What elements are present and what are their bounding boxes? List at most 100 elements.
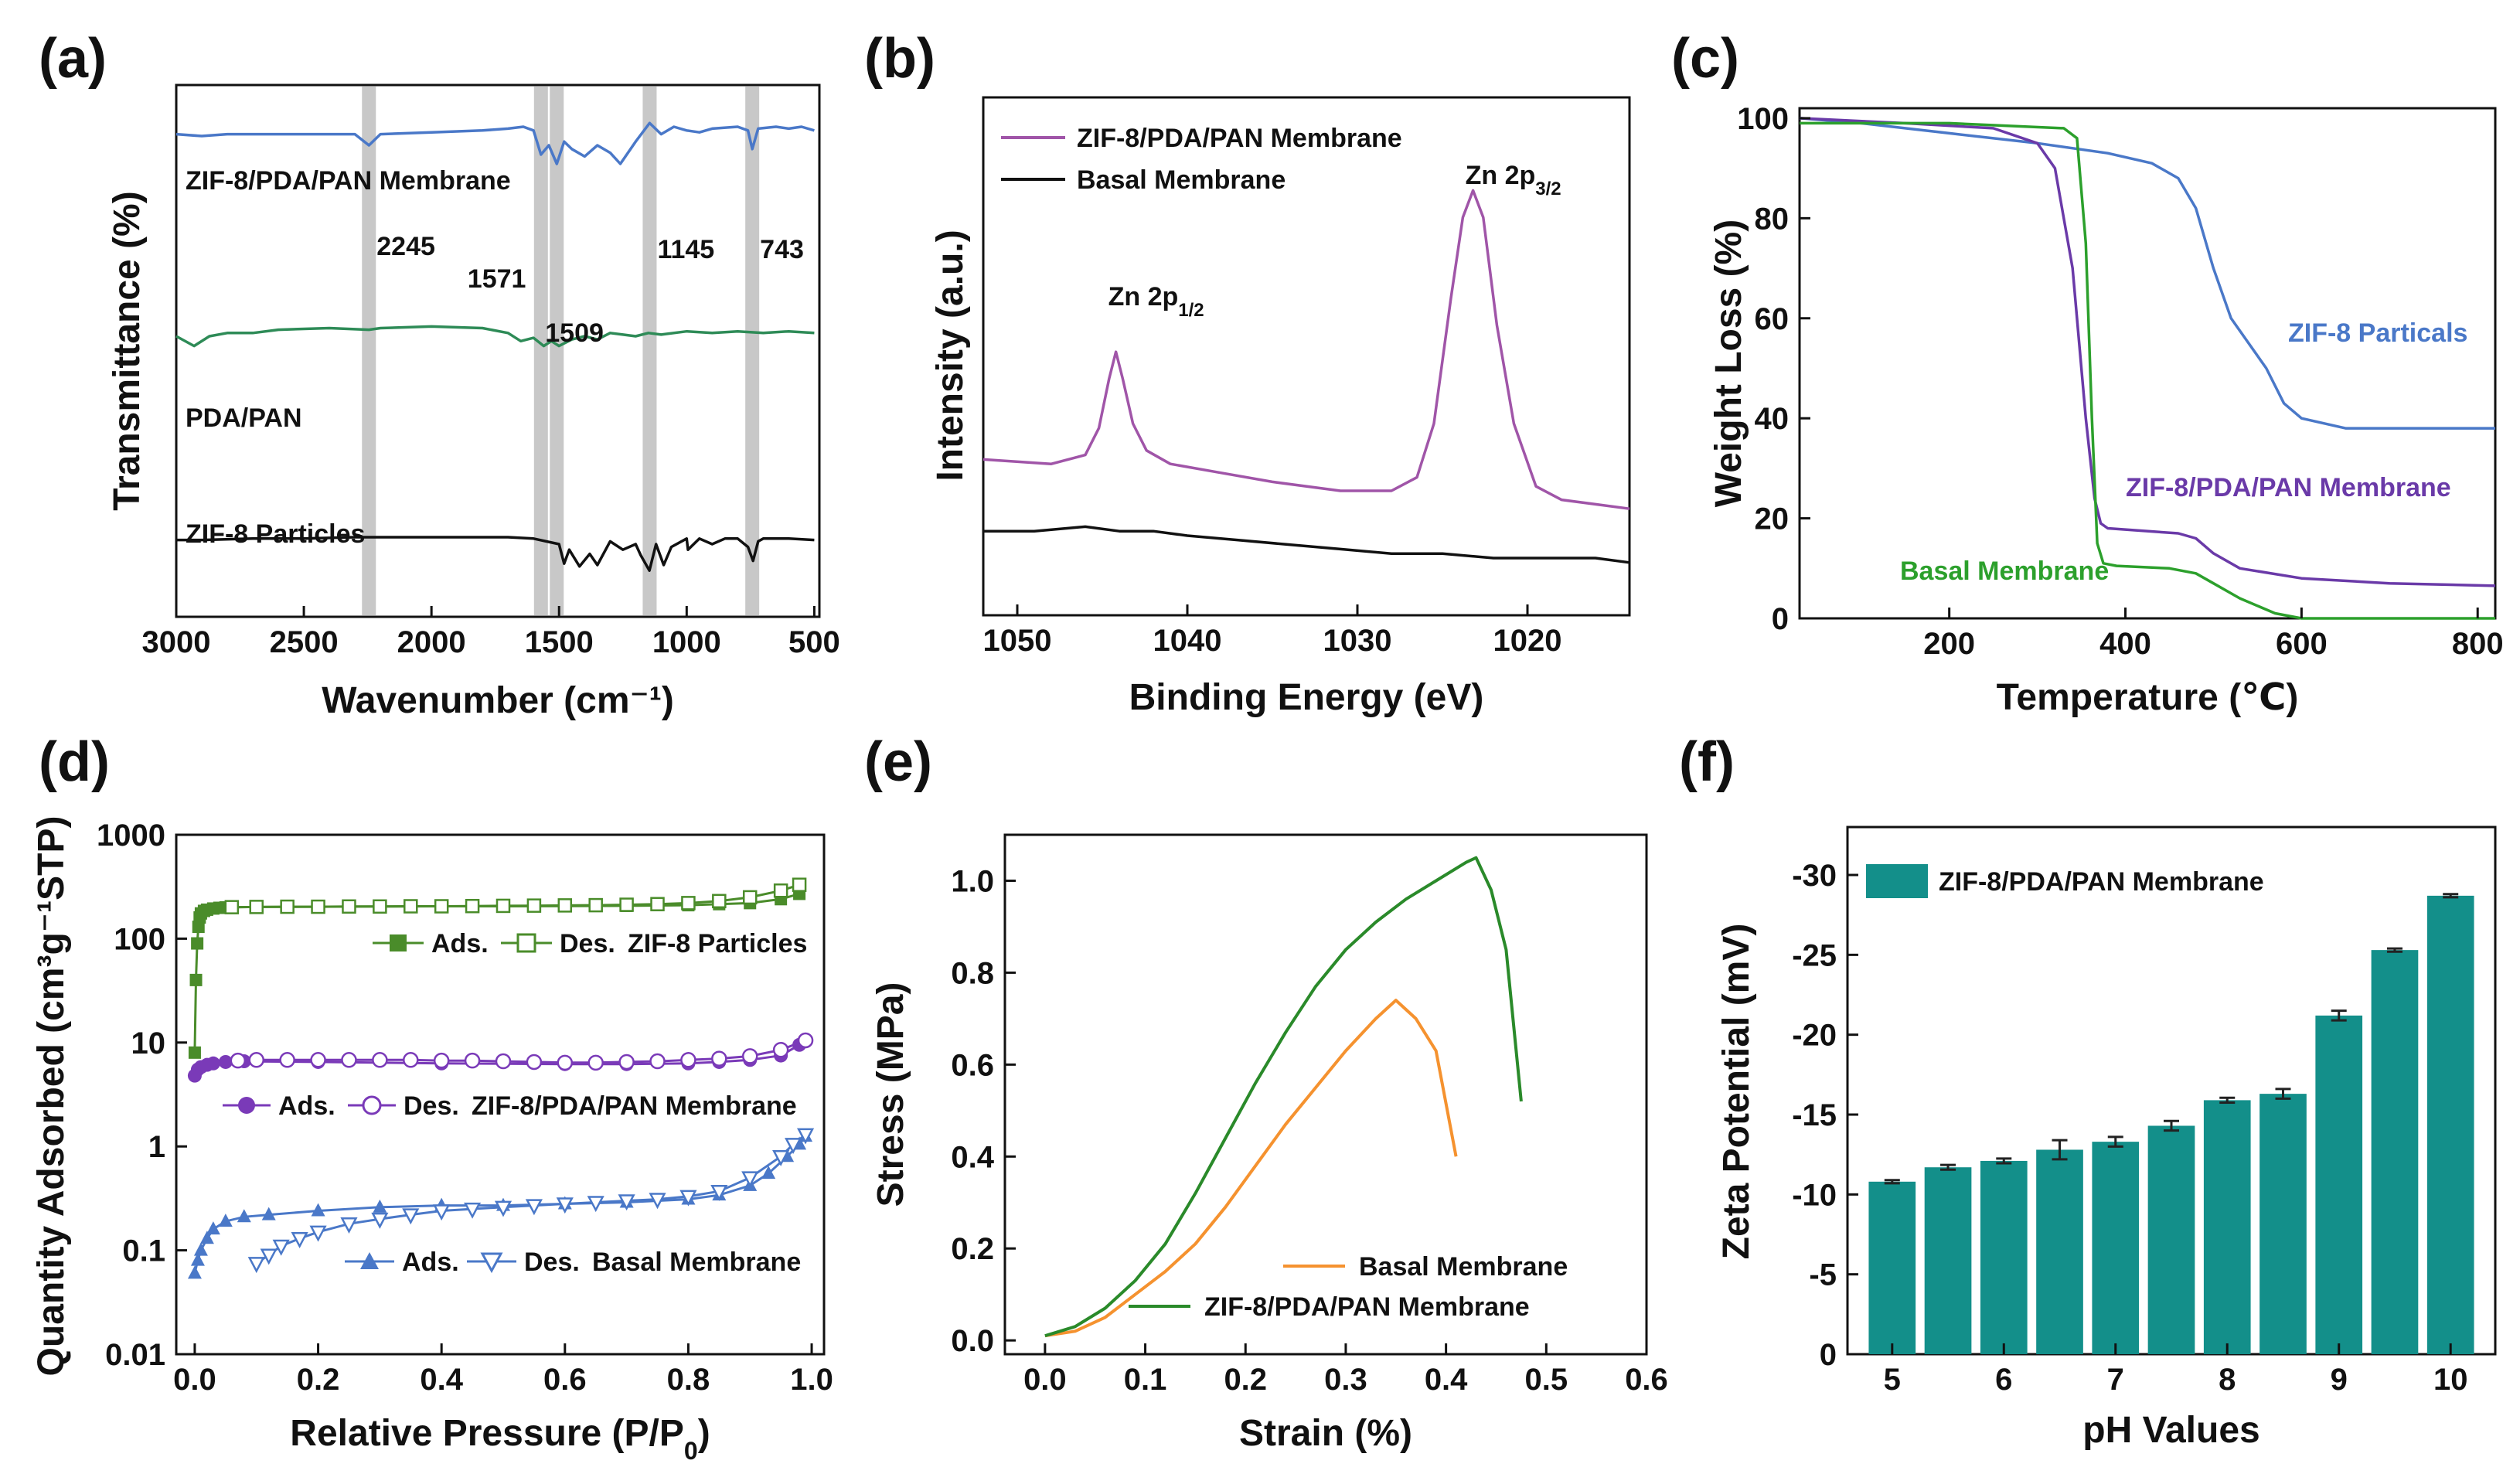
f-bar-ph-8.5 [2259,1094,2307,1354]
d-point-5-2 [772,1149,790,1166]
d-xlabel-close: ) [698,1413,710,1454]
d-point-4-5 [218,1214,233,1227]
f-bar-ph-8 [2203,1100,2251,1354]
d-point-3-8 [557,1054,574,1071]
d-legend-ads-basal: Ads. [402,1248,459,1277]
panel-d-legends: Ads. Des. ZIF-8 Particles Ads. Des. ZIF-… [223,929,807,1277]
c-label-zif-pda-pan: ZIF-8/PDA/PAN Membrane [2126,473,2451,502]
a-series-label-zif-pda-pan: ZIF-8/PDA/PAN Membrane [186,166,511,196]
a-xtick-label-2500: 2500 [270,625,339,659]
d-point-3-12 [433,1052,450,1069]
d-point-0-1 [189,973,203,986]
b-xtick-label-1050: 1050 [983,624,1052,658]
c-xtick-label-200: 200 [1923,627,1975,661]
d-point-1-5 [650,897,665,911]
d-point-1-19 [224,900,240,914]
d-point-4-4 [206,1221,220,1235]
d-xlabel-sub: 0 [684,1437,698,1465]
panel-f-bars [1868,893,2474,1354]
panel-f-ticks: 5 6 7 8 9 10 0 -5 -10 -15 -20 -25 -30 [1792,859,2467,1397]
panel-f-x-axis-title: pH Values [2082,1410,2259,1451]
d-point-1-2 [742,890,758,905]
d-ytick-label-10: 10 [131,1026,166,1060]
a-xtick-label-3000: 3000 [142,625,211,659]
panel-f-zeta-chart: (f) 5 6 7 8 9 10 0 -5 -10 -15 -20 -25 -30 ZIF-8/PDA/… [1679,731,2497,1451]
d-point-4-6 [237,1209,251,1223]
d-point-4-2 [193,1242,208,1256]
e-line-0 [1044,999,1458,1338]
e-ytick-label-0.4: 0.4 [951,1140,994,1174]
d-point-1-11 [465,898,480,914]
f-xtick-label-8: 8 [2219,1363,2236,1397]
d-point-5-21 [247,1257,265,1274]
d-point-3-15 [341,1052,357,1068]
panel-a-series-labels: ZIF-8/PDA/PAN Membrane PDA/PAN ZIF-8 Par… [186,166,511,549]
panel-d-series [187,877,815,1279]
panel-a-annotations: 2245 1571 1509 1145 743 [376,232,804,348]
d-point-5-8 [587,1196,604,1213]
d-xtick-label-0.8: 0.8 [667,1363,710,1397]
d-legend-marker-ads-zif [390,934,407,951]
d-legend-ads-pda: Ads. [278,1091,335,1121]
a-line-1 [175,325,815,348]
d-ytick-label-100: 100 [114,922,165,956]
panel-e-ticks: 0.0 0.1 0.2 0.3 0.4 0.5 0.6 0.0 0.2 0.4 0.6 0.8 1.0 [951,864,1667,1397]
c-xtick-label-400: 400 [2099,627,2151,661]
d-point-5-16 [340,1217,358,1234]
f-bar-ph-6 [1980,1160,2028,1354]
d-point-1-9 [526,898,542,913]
d-legend-marker-ads-basal [360,1252,379,1269]
e-ytick-label-0.6: 0.6 [951,1048,994,1082]
a-xtick-label-500: 500 [788,625,840,659]
b-ann-sub-0: 1/2 [1178,300,1204,321]
f-bar-ph-7 [2092,1142,2140,1354]
a-band-1145 [642,87,657,615]
panel-d-ticks: 0.0 0.2 0.4 0.6 0.8 1.0 0.01 0.1 1 10 100 1000 [97,819,833,1397]
panel-d-isotherm-chart: (d) 0.0 0.2 0.4 0.6 0.8 1.00.010.11101001000 … [31,731,833,1465]
d-legend-name-basal: Basal Membrane [592,1248,801,1277]
d-point-5-19 [272,1239,290,1256]
panel-c-y-axis-title: Weight Loss (%) [1708,220,1749,507]
e-xtick-label-0.4: 0.4 [1425,1363,1468,1397]
d-legend-marker-des-pda [362,1095,382,1115]
d-point-5-18 [291,1232,308,1248]
a-band-1509 [550,87,564,615]
d-line-0 [193,892,800,1053]
panel-c-tga-chart: (c) 200 400 600 800 0 20 40 60 80 100 ZIF-8 Parti… [1671,28,2504,718]
d-legend-marker-des-basal [480,1252,503,1274]
d-point-1-1 [773,883,788,898]
d-point-5-15 [371,1212,389,1229]
a-xtick-label-1500: 1500 [525,625,594,659]
panel-e-legend: Basal Membrane ZIF-8/PDA/PAN Membrane [1129,1252,1568,1322]
d-point-1-16 [311,899,325,914]
f-xtick-label-9: 9 [2331,1363,2348,1397]
f-bar-ph-9.5 [2371,950,2419,1354]
d-point-3-6 [618,1054,635,1071]
d-ytick-label-1: 1 [148,1130,165,1164]
d-point-3-16 [310,1052,326,1068]
d-point-5-11 [494,1200,513,1217]
d-point-3-10 [495,1053,512,1070]
panel-e-plot-frame [1003,833,1648,1356]
panel-e-stress-strain-chart: (e) 0.0 0.1 0.2 0.3 0.4 0.5 0.6 0.0 0.2 0.4 0.6 0.8… [864,731,1668,1454]
b-legend-label-zif-pda-pan: ZIF-8/PDA/PAN Membrane [1077,124,1402,153]
f-bar-ph-7.5 [2147,1125,2195,1354]
d-point-1-15 [342,899,356,914]
f-bar-ph-5 [1868,1181,1916,1354]
panel-a-x-axis-title: Wavenumber (cm⁻¹) [322,680,674,721]
c-label-basal: Basal Membrane [1900,557,2109,586]
d-point-4-9 [373,1199,387,1213]
d-xtick-label-1: 1.0 [790,1363,833,1397]
c-ytick-label-80: 80 [1755,202,1790,236]
e-xtick-label-0.1: 0.1 [1124,1363,1167,1397]
panel-a-ticks: 3000 2500 2000 1500 1000 500 [142,606,840,659]
a-ann-2245: 2245 [376,232,435,261]
a-ann-1145: 1145 [657,235,714,264]
panel-a-ftir-chart: (a) 3000 2500 2000 1500 1000 500 2245 1571 1509… [39,28,840,721]
d-point-1-4 [681,896,696,911]
d-point-3-2 [741,1048,758,1064]
d-xtick-label-0.6: 0.6 [543,1363,587,1397]
a-line-0 [175,121,815,165]
f-xtick-label-5: 5 [1884,1363,1901,1397]
panel-letter-d: (d) [39,731,110,793]
